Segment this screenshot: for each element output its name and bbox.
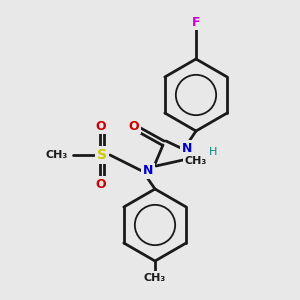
Text: S: S bbox=[97, 148, 107, 162]
Text: F: F bbox=[192, 16, 200, 28]
Text: H: H bbox=[209, 147, 217, 157]
Text: O: O bbox=[96, 178, 106, 190]
Text: O: O bbox=[129, 119, 139, 133]
Text: CH₃: CH₃ bbox=[46, 150, 68, 160]
Text: N: N bbox=[143, 164, 153, 178]
Text: CH₃: CH₃ bbox=[185, 156, 207, 166]
Text: N: N bbox=[182, 142, 192, 154]
Text: O: O bbox=[96, 119, 106, 133]
Text: CH₃: CH₃ bbox=[144, 273, 166, 283]
